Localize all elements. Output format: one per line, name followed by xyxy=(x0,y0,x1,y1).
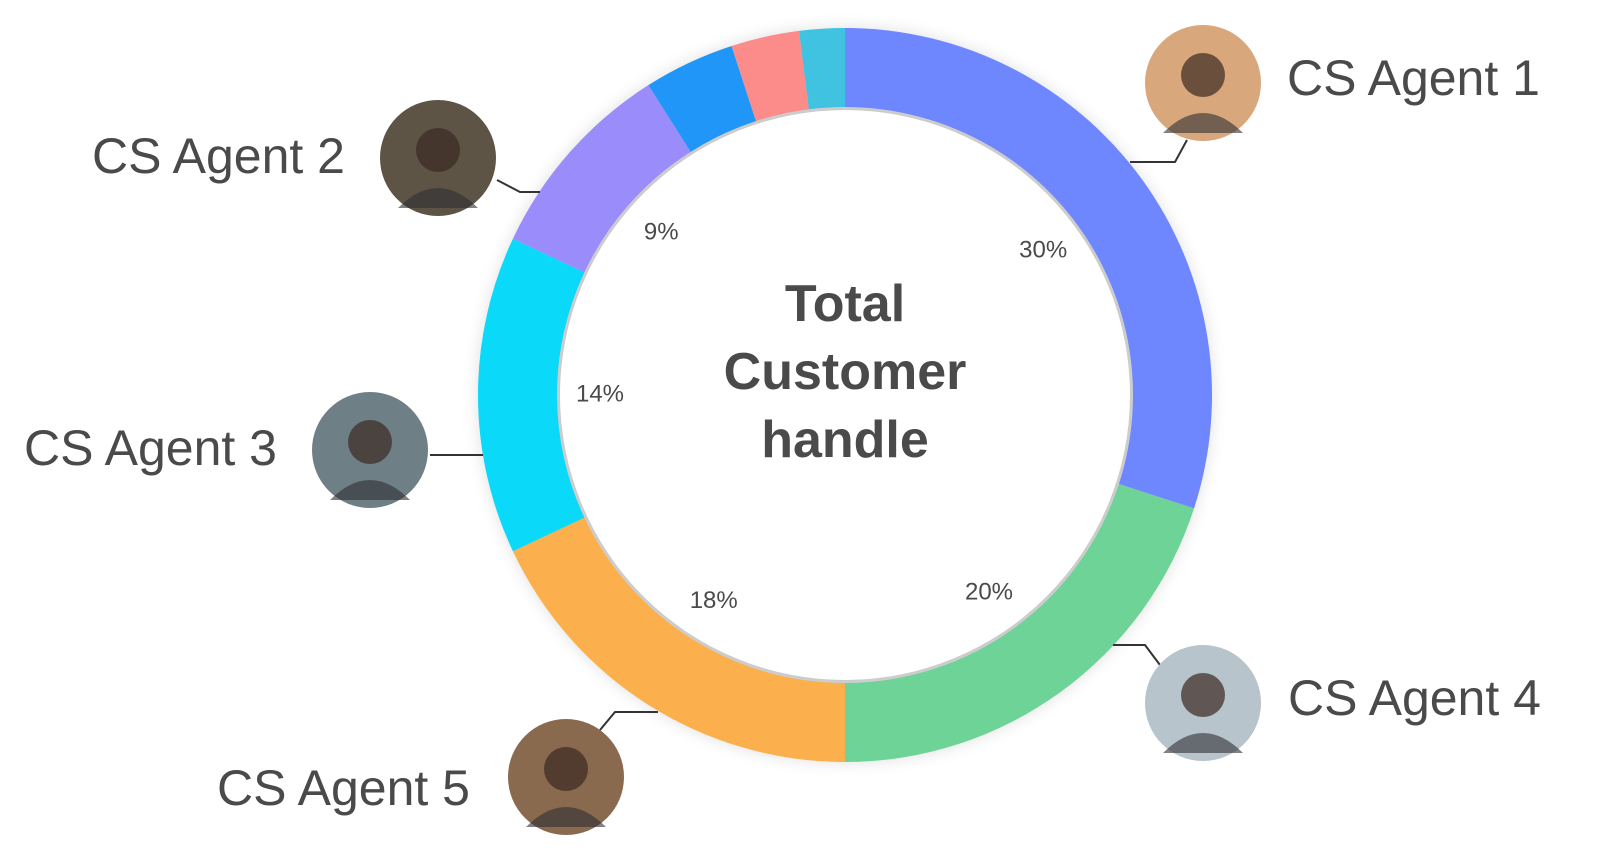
donut-segment xyxy=(512,85,691,273)
category-label: CS Agent 5 xyxy=(217,760,470,816)
avatar xyxy=(508,719,624,835)
donut-segment xyxy=(845,28,1212,509)
avatar-body xyxy=(1163,113,1243,133)
avatar-head xyxy=(1181,53,1225,97)
avatar-body xyxy=(398,188,478,208)
donut-segment xyxy=(731,30,809,122)
avatar-head xyxy=(544,747,588,791)
leader-line xyxy=(496,179,540,193)
avatar xyxy=(1145,645,1261,761)
donut-segment xyxy=(512,517,845,762)
leader-line xyxy=(599,711,658,731)
donut-segment xyxy=(648,45,757,152)
category-label: CS Agent 2 xyxy=(92,128,345,184)
leader-line xyxy=(1130,139,1188,163)
avatar-head xyxy=(1181,673,1225,717)
value-label: 30% xyxy=(1019,236,1067,263)
center-title: Total Customer handle xyxy=(723,275,967,469)
donut-segment xyxy=(799,28,845,110)
avatar-head xyxy=(348,420,392,464)
avatar xyxy=(312,392,428,508)
category-label: CS Agent 3 xyxy=(24,420,277,476)
donut-segment xyxy=(478,238,585,552)
avatar-head xyxy=(416,128,460,172)
hole xyxy=(560,110,1130,680)
category-label: CS Agent 4 xyxy=(1288,670,1541,726)
avatar-body xyxy=(526,807,606,827)
donut-segment xyxy=(845,483,1195,762)
value-label: 18% xyxy=(690,587,738,614)
avatar xyxy=(380,100,496,216)
segments xyxy=(478,28,1212,762)
avatar-body xyxy=(1163,733,1243,753)
value-label: 14% xyxy=(576,380,624,407)
avatar-body xyxy=(330,480,410,500)
leader-line xyxy=(1113,644,1161,666)
category-label: CS Agent 1 xyxy=(1287,50,1540,106)
avatar xyxy=(1145,25,1261,141)
value-label: 20% xyxy=(965,579,1013,606)
labels: 30% CS Agent 1 20% CS Agent 4 18% CS Agent 5 1… xyxy=(24,25,1541,835)
value-label: 9% xyxy=(644,218,679,245)
